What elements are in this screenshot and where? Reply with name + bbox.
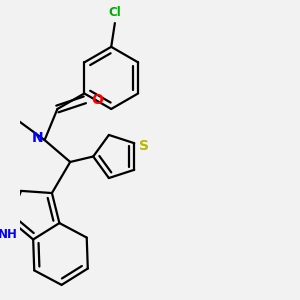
Text: S: S [139,139,148,153]
Text: N: N [32,131,44,145]
Text: Cl: Cl [109,6,121,19]
Text: O: O [92,93,103,107]
Text: NH: NH [0,228,18,241]
